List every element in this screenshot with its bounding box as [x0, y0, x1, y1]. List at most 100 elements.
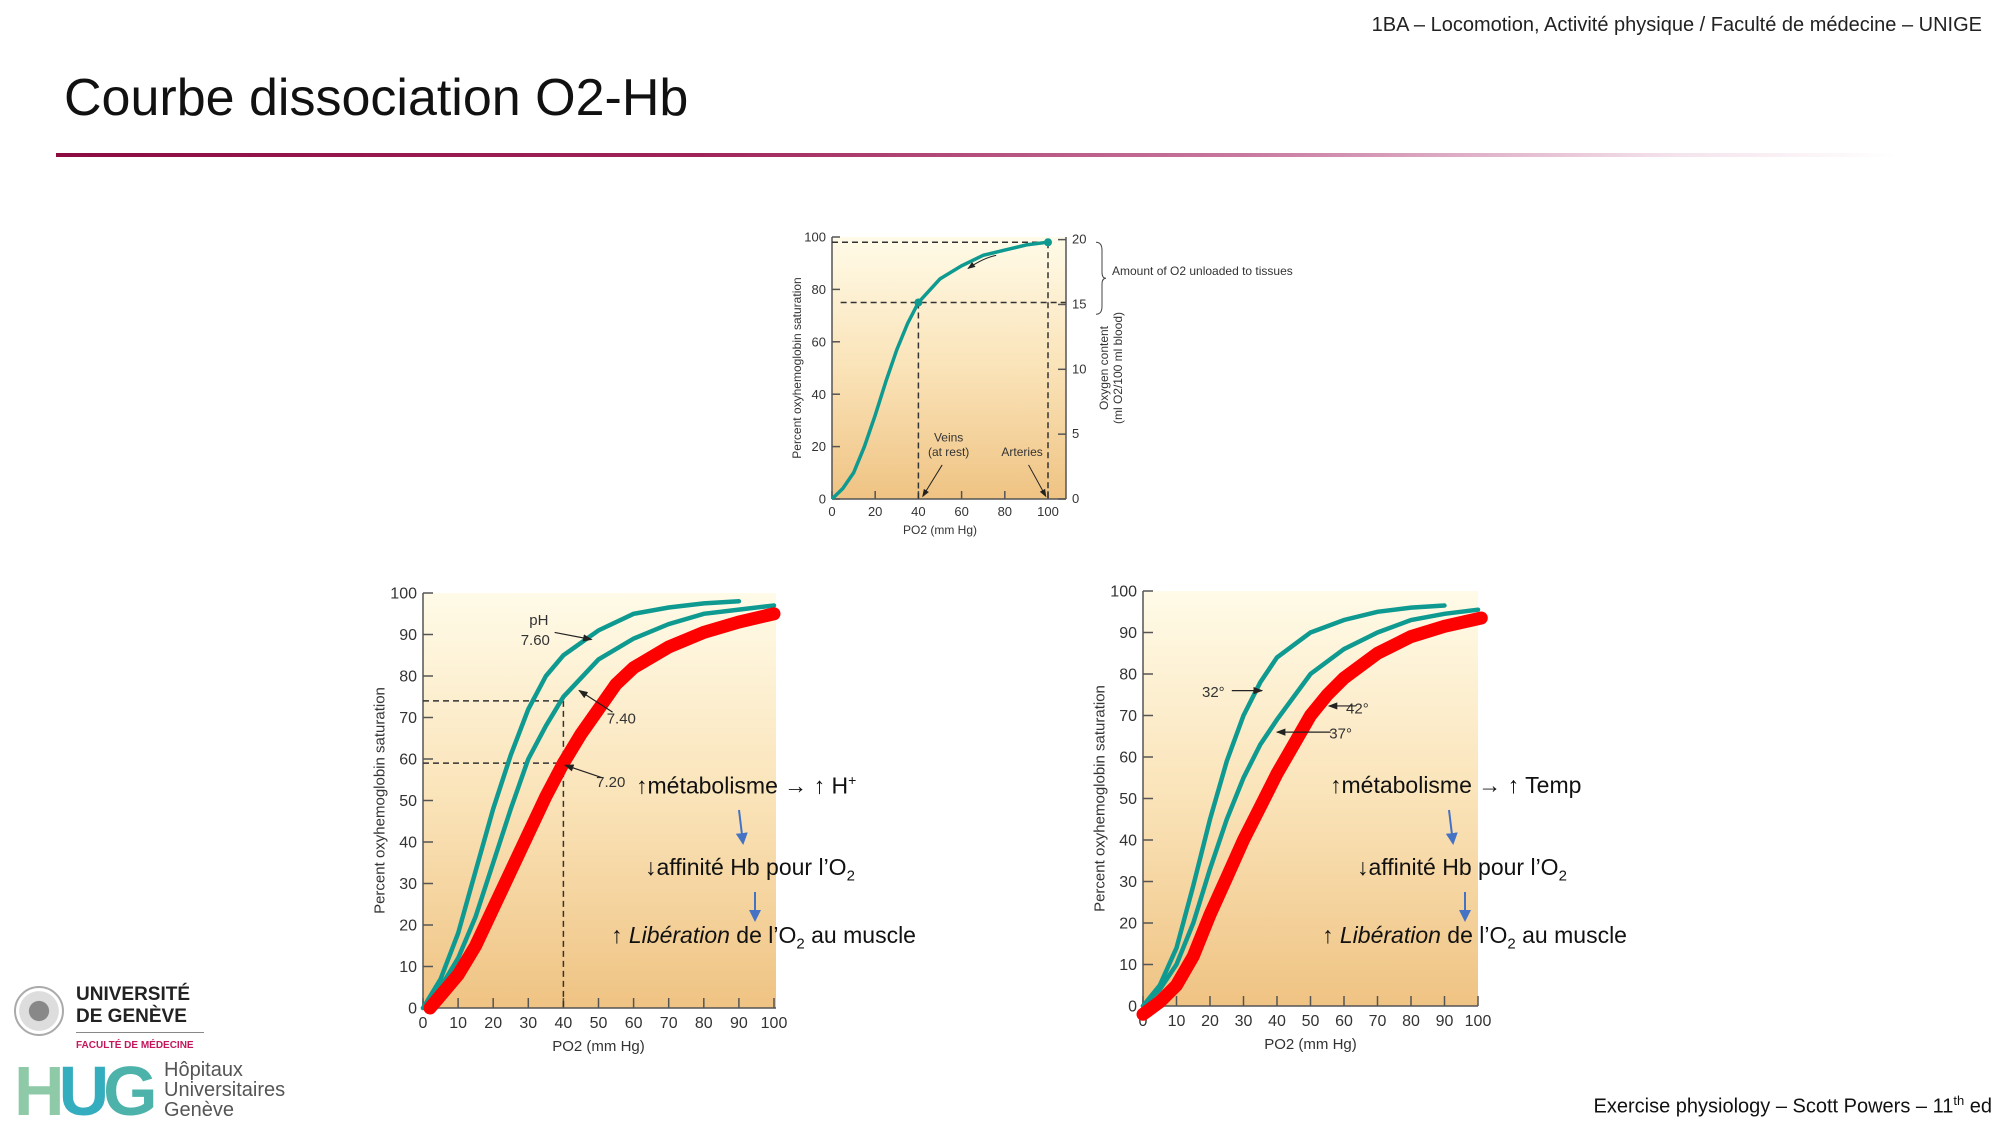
y-axis-label: Percent oxyhemoglobin saturation: [790, 277, 804, 458]
x-tick-label: 0: [828, 504, 835, 519]
x-tick-label: 100: [1037, 504, 1059, 519]
y-tick-label: 0: [408, 1001, 417, 1018]
x-tick-label: 70: [1369, 1013, 1387, 1030]
curve-ph-7-40: [420, 603, 777, 1011]
slide-title: Courbe dissociation O2-Hb: [64, 69, 689, 127]
down-arrow-icon: [735, 809, 748, 845]
x-tick-label: 30: [1235, 1013, 1253, 1030]
arrow-veins: [922, 464, 943, 498]
series-label-7-60: 7.60: [521, 632, 550, 649]
y-tick-label: 40: [1119, 833, 1137, 850]
series-arrow-7-20: [564, 764, 603, 779]
y-tick-label: 20: [399, 918, 417, 935]
x-tick-label: 40: [555, 1015, 573, 1032]
ann-sup: +: [848, 772, 857, 788]
y-tick-label: 30: [1119, 874, 1137, 891]
ph-label: pH: [529, 612, 548, 629]
footer-text: Exercise physiology – Scott Powers – 11: [1593, 1096, 1954, 1118]
ann-text: de l’O: [1440, 922, 1508, 948]
ann-text: ↑métabolisme: [636, 772, 785, 799]
ann-text: au muscle: [804, 922, 916, 948]
title-divider: [56, 153, 1896, 157]
curve-ph-7-60: [420, 599, 742, 1011]
arteries-label: Arteries: [1001, 445, 1042, 459]
x-tick-label: 100: [1465, 1013, 1492, 1030]
ann-italic: Libération: [1339, 922, 1441, 948]
y-tick-label: 10: [1119, 957, 1137, 974]
x-tick-label: 30: [519, 1015, 537, 1032]
ann-text: ↑ Temp: [1501, 772, 1582, 798]
x-tick-label: 50: [590, 1015, 608, 1032]
curve-42-: [1136, 611, 1488, 1021]
ann-text: ↑: [1322, 922, 1340, 948]
y-tick-label: 60: [812, 334, 826, 349]
unige-divider: [76, 1032, 204, 1033]
x-tick-label: 0: [1139, 1013, 1148, 1030]
ann-text: de l’O: [729, 922, 797, 948]
unige-line2: DE GENÈVE: [76, 1006, 187, 1027]
annotation-release: ↑ Libération de l’O2 au muscle: [1322, 922, 1627, 953]
veins-label: Veins: [934, 430, 963, 444]
y-axis-label: Percent oxyhemoglobin saturation: [1092, 685, 1109, 912]
x-tick-label: 90: [730, 1015, 748, 1032]
y2-tick-label: 15: [1072, 296, 1086, 311]
y-tick-label: 20: [812, 439, 826, 454]
x-tick-label: 10: [449, 1015, 467, 1032]
hug-line2: Universitaires: [164, 1079, 286, 1101]
ann-sub: 2: [1558, 867, 1567, 885]
course-header: 1BA – Locomotion, Activité physique / Fa…: [1371, 14, 1982, 36]
arrow-unloading: [967, 254, 997, 270]
ann-sub: 2: [846, 867, 855, 885]
y-axis-label: Percent oxyhemoglobin saturation: [372, 687, 389, 914]
y-tick-label: 20: [1119, 916, 1137, 933]
ann-text: au muscle: [1515, 922, 1627, 948]
x-axis-label: PO2 (mm Hg): [552, 1038, 645, 1055]
y2-axis-label: (ml O2/100 ml blood): [1111, 312, 1125, 424]
y-tick-label: 80: [812, 282, 826, 297]
ann-sub: 2: [796, 935, 805, 953]
curve-ph-7-20: [423, 607, 781, 1015]
x-tick-label: 80: [695, 1015, 713, 1032]
curve-oxyhemoglobin: [830, 240, 1049, 501]
x-tick-label: 70: [660, 1015, 678, 1032]
right-arrow-icon: →: [1478, 772, 1502, 798]
ann-text: ↑: [611, 922, 629, 948]
x-tick-label: 40: [1268, 1013, 1286, 1030]
annotation-affinity: ↓affinité Hb pour l’O2: [645, 854, 855, 885]
right-arrow-icon: →: [784, 772, 808, 799]
series-label-7-20: 7.20: [596, 774, 625, 791]
annotation-metabolism-temp: ↑métabolisme → ↑ Temp: [1330, 772, 1581, 799]
unige-name: UNIVERSITÉ DE GENÈVE: [76, 984, 190, 1028]
chart-1: 0 10 20 30 40 50 60 70 80 90 100 0 10 20 30 40 50 60 70 80 9…: [372, 586, 788, 1056]
x-tick-label: 90: [1436, 1013, 1454, 1030]
hug-line1: Hôpitaux: [164, 1059, 243, 1081]
x-tick-label: 100: [761, 1015, 788, 1032]
ann-italic: Libération: [628, 922, 730, 948]
data-point-marker: [1044, 238, 1052, 247]
hug-line3: Genève: [164, 1099, 235, 1121]
annotation-release: ↑ Libération de l’O2 au muscle: [611, 922, 916, 953]
x-tick-label: 80: [1402, 1013, 1420, 1030]
series-label-42: 42°: [1346, 700, 1369, 717]
y-tick-label: 50: [1119, 791, 1137, 808]
x-tick-label: 0: [419, 1015, 428, 1032]
veins-label: (at rest): [928, 445, 969, 459]
ann-text: ↓affinité Hb pour l’O: [1357, 854, 1559, 880]
unige-line1: UNIVERSITÉ: [76, 984, 191, 1005]
footer-sup: th: [1953, 1093, 1965, 1109]
y-tick-label: 100: [1110, 584, 1137, 601]
ann-sub: 2: [1507, 935, 1516, 953]
y-tick-label: 70: [399, 710, 417, 727]
x-tick-label: 60: [954, 504, 968, 519]
arrow-arteries: [1028, 464, 1047, 498]
x-tick-label: 20: [1201, 1013, 1219, 1030]
y2-tick-label: 10: [1072, 361, 1086, 376]
series-arrow-7-60: [554, 631, 593, 642]
y-tick-label: 50: [399, 793, 417, 810]
y-tick-label: 90: [399, 627, 417, 644]
y-tick-label: 100: [804, 230, 826, 245]
y2-tick-label: 20: [1072, 232, 1086, 247]
x-tick-label: 10: [1168, 1013, 1186, 1030]
footer-source: Exercise physiology – Scott Powers – 11t…: [1594, 1093, 1992, 1119]
x-tick-label: 60: [1335, 1013, 1353, 1030]
